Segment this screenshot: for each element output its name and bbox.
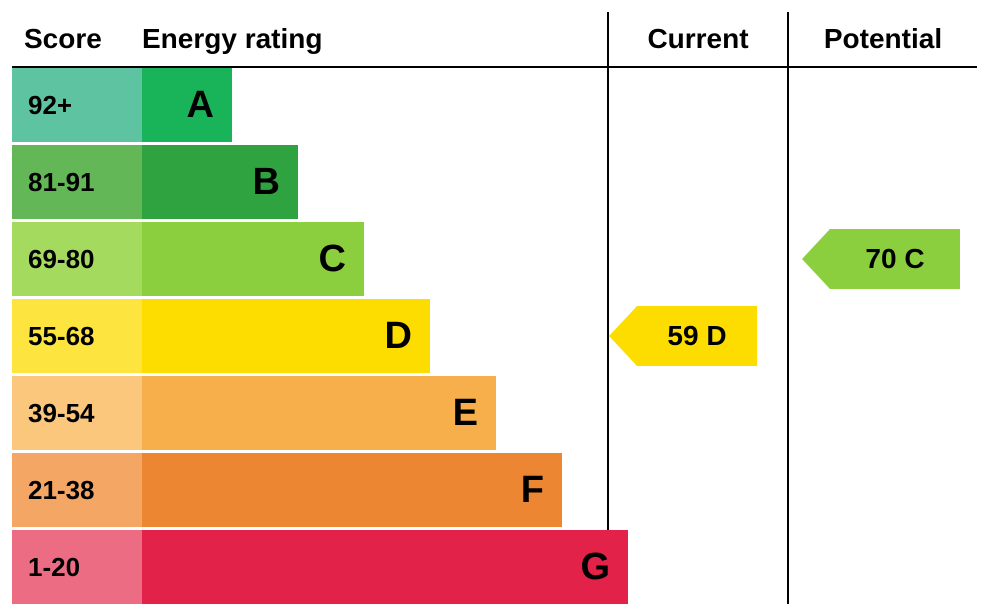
chart-header: Score Energy rating Current Potential — [12, 12, 977, 68]
score-range: 81-91 — [12, 145, 142, 219]
rating-bar: A — [142, 68, 232, 142]
rating-bar: C — [142, 222, 364, 296]
current-marker-label: 59 D — [637, 306, 757, 366]
score-range: 69-80 — [12, 222, 142, 296]
chart-rows: 92+A81-91B69-80C55-68D39-54E21-38F1-20G 5… — [12, 68, 977, 604]
arrow-head-icon — [609, 306, 637, 366]
rating-row-d: 55-68D — [12, 299, 977, 373]
rating-row-f: 21-38F — [12, 453, 977, 527]
header-potential: Potential — [787, 12, 977, 66]
rating-bar: B — [142, 145, 298, 219]
score-range: 21-38 — [12, 453, 142, 527]
rating-row-b: 81-91B — [12, 145, 977, 219]
rating-row-e: 39-54E — [12, 376, 977, 450]
header-rating: Energy rating — [142, 23, 607, 55]
header-current: Current — [607, 12, 787, 66]
potential-marker: 70 C — [802, 229, 960, 289]
potential-marker-label: 70 C — [830, 229, 960, 289]
rating-row-a: 92+A — [12, 68, 977, 142]
rating-bar: D — [142, 299, 430, 373]
score-range: 92+ — [12, 68, 142, 142]
rating-bar: F — [142, 453, 562, 527]
rating-row-g: 1-20G — [12, 530, 977, 604]
arrow-head-icon — [802, 229, 830, 289]
rating-bar: G — [142, 530, 628, 604]
rating-bar: E — [142, 376, 496, 450]
energy-rating-chart: Score Energy rating Current Potential 92… — [12, 12, 977, 607]
score-range: 55-68 — [12, 299, 142, 373]
current-marker: 59 D — [609, 306, 757, 366]
score-range: 39-54 — [12, 376, 142, 450]
score-range: 1-20 — [12, 530, 142, 604]
header-score: Score — [12, 23, 142, 55]
